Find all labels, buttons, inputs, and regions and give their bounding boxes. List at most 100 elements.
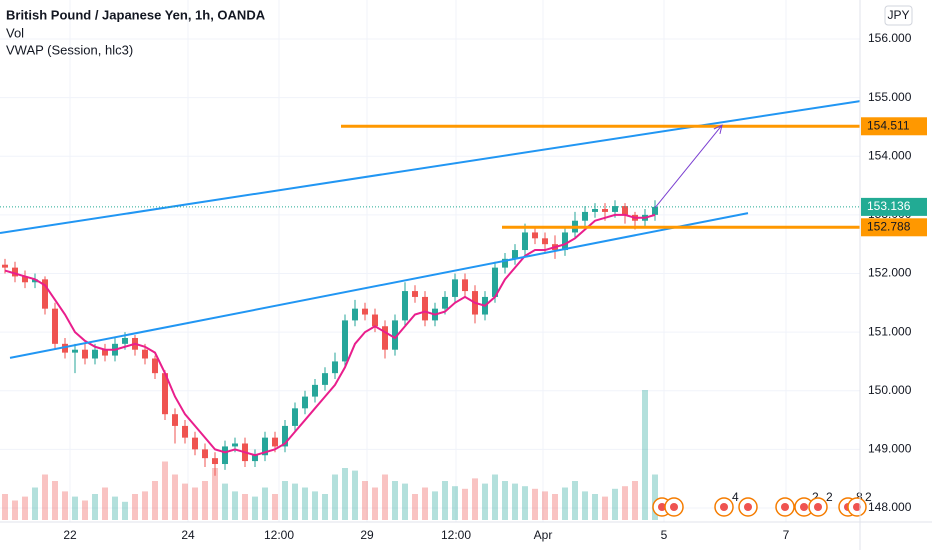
price-label-box [861, 117, 927, 136]
volume-bar [212, 468, 218, 520]
candle-body [582, 211, 588, 221]
candle-body [32, 279, 38, 283]
x-tick-label: Apr [534, 528, 553, 542]
volume-bar [512, 483, 518, 520]
price-label: 154.511 [867, 118, 910, 132]
volume-bar [552, 494, 558, 520]
candle-body [342, 320, 348, 362]
event-icon-dot [658, 503, 666, 511]
y-tick-label: 152.000 [868, 266, 912, 280]
volume-bar [52, 481, 58, 520]
candle-body [92, 349, 98, 359]
volume-bar [352, 470, 358, 520]
candle-body [232, 443, 238, 447]
volume-bar [542, 491, 548, 520]
volume-bar [462, 488, 468, 520]
candle-body [462, 279, 468, 292]
volume-bar [492, 474, 498, 520]
volume-bar [532, 488, 538, 520]
candle-body [162, 373, 168, 415]
y-tick-label: 154.000 [868, 148, 912, 162]
candle-body [62, 343, 68, 353]
candle-body [592, 208, 598, 212]
volume-bar [422, 487, 428, 520]
grid [0, 0, 860, 522]
y-tick-label: 155.000 [868, 90, 912, 104]
candle-body [442, 296, 448, 309]
candle-body [492, 267, 498, 297]
projection-arrow [654, 124, 723, 209]
event-count: 2 [826, 490, 833, 504]
volume-bar [602, 496, 608, 520]
volume-bar [382, 474, 388, 520]
candle-body [2, 264, 8, 268]
volume-bar [192, 487, 198, 520]
volume-bar [42, 474, 48, 520]
candle-body [22, 276, 28, 283]
volume-bar [572, 481, 578, 520]
candle-body [542, 238, 548, 245]
volume-bar [452, 486, 458, 520]
candle-body [102, 349, 108, 356]
event-icon-dot [800, 503, 808, 511]
candle-body [412, 291, 418, 297]
chart-title: British Pound / Japanese Yen, 1h, OANDA [6, 7, 266, 22]
candle-body [402, 291, 408, 321]
y-tick-label: 149.000 [868, 442, 912, 456]
candle-body [562, 232, 568, 251]
volume-bar [652, 474, 658, 520]
candle-body [622, 206, 628, 215]
volume-bar [302, 487, 308, 520]
event-icon-dot [720, 503, 728, 511]
volume-bar [582, 491, 588, 520]
candle-body [212, 458, 218, 465]
volume-bar [362, 481, 368, 520]
candle-body [452, 279, 458, 297]
candle-body [522, 232, 528, 251]
volume-bar [22, 496, 28, 520]
x-tick-label: 22 [63, 528, 77, 542]
volume-bar [112, 496, 118, 520]
indicator-label: Vol [6, 25, 24, 40]
x-tick-label: 12:00 [264, 528, 294, 542]
volume-bar [32, 487, 38, 520]
volume-bar [592, 494, 598, 520]
candle-body [182, 425, 188, 438]
volume-bar [272, 494, 278, 520]
volume-bar [332, 474, 338, 520]
y-tick-label: 156.000 [868, 31, 912, 45]
volume-bar [282, 481, 288, 520]
candle-body [282, 425, 288, 447]
candle-body [502, 258, 508, 268]
candle-body [142, 349, 148, 359]
candle-body [612, 206, 618, 212]
candle-body [422, 296, 428, 321]
x-tick-label: 5 [661, 528, 668, 542]
candle-body [362, 308, 368, 315]
candle-body [292, 408, 298, 426]
y-tick-label: 148.000 [868, 500, 912, 514]
volume-bar [242, 494, 248, 520]
volume-bar [122, 501, 128, 520]
candle-body [222, 446, 228, 465]
candle-body [652, 206, 658, 215]
currency-button[interactable] [884, 5, 913, 26]
volume-layer [2, 390, 658, 520]
volume-bar [292, 483, 298, 520]
candle-body [372, 314, 378, 327]
candle-body [272, 437, 278, 447]
candle-body [532, 232, 538, 239]
price-label: 152.788 [867, 219, 911, 233]
volume-bar [252, 496, 258, 520]
trend-line [0, 100, 861, 235]
candle-body [332, 361, 338, 374]
candle-body [312, 384, 318, 397]
vwap-line [4, 213, 656, 457]
candle-body [602, 208, 608, 212]
volume-bar [152, 481, 158, 520]
volume-bar [642, 390, 648, 520]
volume-bar [232, 491, 238, 520]
event-icon-dot [781, 503, 789, 511]
